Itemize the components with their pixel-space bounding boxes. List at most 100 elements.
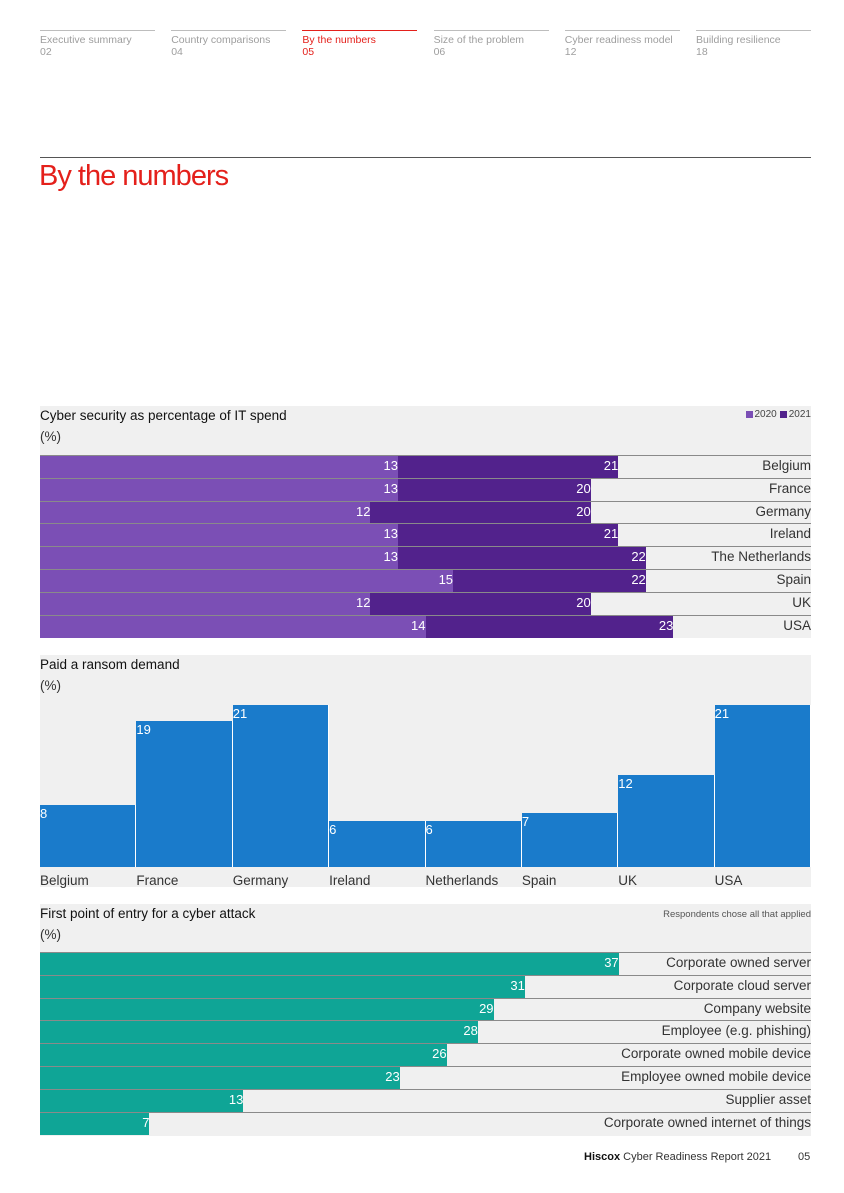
category-label: Employee owned mobile device	[621, 1069, 811, 1084]
category-label: UK	[618, 873, 638, 888]
bar-2021	[397, 456, 619, 478]
table-row: 23 Employee owned mobile device	[40, 1066, 811, 1089]
table-row: 13 21 Belgium	[40, 455, 811, 478]
value-label: 37	[604, 955, 619, 970]
nav-item-label: Building resilience	[696, 34, 781, 46]
nav-item-executive-summary[interactable]: Executive summary 02	[40, 30, 155, 58]
bar	[40, 1021, 478, 1044]
category-label: UK	[792, 594, 811, 610]
category-label: Spain	[521, 873, 557, 888]
chart-unit: (%)	[40, 927, 61, 942]
category-label: France	[136, 873, 179, 888]
bar	[40, 975, 525, 998]
value-label: 8	[40, 806, 48, 822]
legend-label-2020: 2020	[754, 409, 777, 420]
value-label: 19	[136, 721, 151, 737]
value-label-2021: 20	[576, 480, 591, 496]
bar-2020	[40, 501, 371, 524]
bar	[40, 1112, 150, 1135]
nav-item-building-resilience[interactable]: Building resilience 18	[696, 30, 811, 58]
bar-2020	[40, 478, 398, 501]
category-label: The Netherlands	[711, 549, 811, 565]
ransom-chart: Paid a ransom demand (%) 8 Belgium 19 Franc…	[40, 655, 811, 888]
value-label-2020: 13	[383, 526, 398, 542]
table-row: 26 Corporate owned mobile device	[40, 1043, 811, 1067]
bar	[232, 705, 330, 867]
nav-item-country-comparisons[interactable]: Country comparisons 04	[171, 30, 287, 58]
bar-2021	[370, 501, 591, 524]
value-label-2021: 20	[576, 503, 591, 519]
bar-2020	[40, 524, 398, 547]
category-label: Netherlands	[425, 873, 499, 888]
table-row: 12 20 Germany	[40, 500, 811, 524]
footer-brand: Hiscox	[584, 1151, 621, 1163]
category-label: USA	[714, 873, 743, 888]
nav-item-label: Country comparisons	[171, 34, 271, 46]
category-label: Corporate owned server	[666, 955, 811, 970]
chart-unit: (%)	[40, 678, 61, 693]
table-row: 14 23 USA	[40, 614, 811, 638]
nav-item-label: Cyber readiness model	[564, 34, 673, 46]
value-label-2020: 15	[438, 572, 454, 587]
bar	[40, 1067, 400, 1089]
bar	[521, 813, 619, 867]
bar-2020	[40, 547, 398, 570]
bar	[40, 1044, 447, 1067]
chart-note: Respondents chose all that applied	[663, 909, 811, 920]
bar-2020	[40, 570, 454, 592]
bar	[329, 820, 426, 867]
nav-item-by-the-numbers[interactable]: By the numbers 05	[302, 30, 418, 58]
table-row: 12 20 UK	[40, 591, 811, 615]
bar-2021	[370, 592, 591, 615]
value-label: 12	[618, 775, 633, 791]
table-row: 29 Company website	[40, 997, 811, 1021]
value-label: 28	[463, 1023, 478, 1039]
value-label: 23	[385, 1069, 400, 1084]
value-label: 31	[510, 977, 525, 993]
page-title: By the numbers	[39, 160, 229, 192]
value-label-2020: 12	[355, 503, 371, 519]
value-label: 7	[521, 814, 530, 830]
category-label: Corporate cloud server	[673, 977, 811, 993]
category-label: Germany	[755, 503, 811, 519]
table-row: 13 21 Ireland	[40, 523, 811, 547]
bar	[618, 774, 715, 867]
nav-item-page: 04	[171, 46, 183, 58]
bar	[425, 820, 522, 867]
value-label-2021: 21	[603, 526, 619, 542]
value-label-2020: 13	[383, 480, 398, 496]
nav-item-page: 05	[302, 46, 315, 58]
category-label: USA	[783, 617, 811, 633]
it-spend-chart: Cyber security as percentage of IT spend…	[40, 406, 811, 638]
nav-item-cyber-readiness-model[interactable]: Cyber readiness model 12	[564, 30, 680, 58]
nav-item-page: 02	[40, 46, 52, 58]
value-label: 26	[432, 1046, 447, 1062]
value-label-2021: 23	[658, 617, 674, 633]
value-label: 21	[714, 706, 730, 722]
legend-swatch-2020	[745, 411, 753, 418]
nav-item-label: By the numbers	[302, 34, 376, 46]
value-label: 13	[228, 1091, 244, 1107]
bar	[40, 1089, 244, 1112]
table-row: 13 Supplier asset	[40, 1088, 811, 1112]
value-label-2020: 12	[355, 594, 371, 610]
value-label: 7	[142, 1114, 150, 1130]
chart-legend: 2020 2021	[745, 409, 811, 420]
footer: Hiscox Cyber Readiness Report 2021	[584, 1151, 771, 1163]
category-label: Corporate owned internet of things	[603, 1114, 811, 1130]
category-label: Supplier asset	[725, 1091, 811, 1107]
category-label: Employee (e.g. phishing)	[661, 1023, 811, 1039]
table-row: 13 22 The Netherlands	[40, 546, 811, 570]
bar	[136, 720, 233, 867]
value-label: 6	[329, 821, 337, 837]
chart-title: Cyber security as percentage of IT spend	[40, 408, 287, 423]
category-label: Company website	[703, 1000, 811, 1016]
bar-2021	[425, 615, 674, 638]
value-label-2021: 21	[603, 458, 619, 473]
table-row: 15 22 Spain	[40, 569, 811, 592]
chart-title: First point of entry for a cyber attack	[40, 906, 256, 921]
bar-2021	[397, 547, 646, 570]
table-row: 13 20 France	[40, 477, 811, 501]
nav-item-size-of-the-problem[interactable]: Size of the problem 06	[433, 30, 549, 58]
bar-2021	[453, 570, 646, 592]
